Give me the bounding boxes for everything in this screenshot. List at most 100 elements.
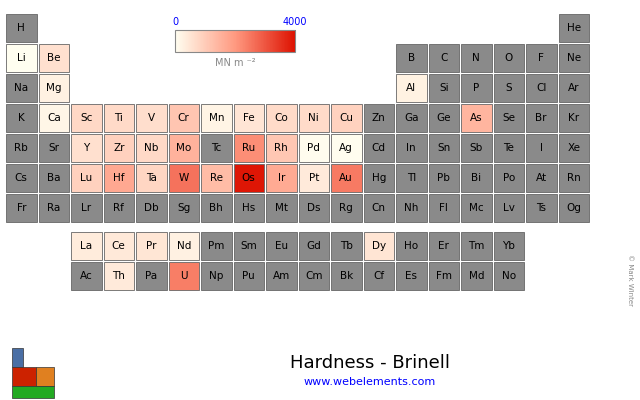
Text: 4000: 4000 [283,17,307,27]
Bar [255,30,256,52]
Text: Os: Os [242,173,255,183]
Bar [136,262,166,290]
Text: U: U [180,271,188,281]
Bar [211,30,212,52]
Bar [292,30,294,52]
Text: Sr: Sr [48,143,60,153]
Text: Ba: Ba [47,173,61,183]
Bar [298,262,329,290]
Bar [206,30,207,52]
Bar [168,262,199,290]
Bar [136,194,166,222]
Bar [104,164,134,192]
Bar [396,74,426,102]
Bar [429,104,459,132]
Text: He: He [566,23,581,33]
Bar [493,44,524,72]
Bar [234,164,264,192]
Bar [168,232,199,260]
Text: Ca: Ca [47,113,61,123]
Bar [185,30,186,52]
Bar [136,232,166,260]
Bar [289,30,290,52]
Bar [202,30,203,52]
Text: Lv: Lv [503,203,515,213]
Bar [188,30,189,52]
Bar [228,30,230,52]
Bar [216,30,218,52]
Text: Rf: Rf [113,203,124,213]
Text: W: W [179,173,189,183]
Bar [270,30,271,52]
Bar [201,262,232,290]
Bar [240,30,241,52]
Bar [266,134,296,162]
Text: P: P [473,83,479,93]
Text: Zr: Zr [113,143,125,153]
Bar [248,30,249,52]
Text: Yb: Yb [502,241,515,251]
Bar [275,30,276,52]
Bar [239,30,240,52]
Bar [246,30,247,52]
Bar [221,30,222,52]
Bar [188,30,189,52]
Bar [493,74,524,102]
Text: Be: Be [47,53,61,63]
Bar [243,30,244,52]
Bar [38,164,69,192]
Bar [493,262,524,290]
Bar [181,30,182,52]
Bar [273,30,274,52]
Bar [177,30,178,52]
Bar [71,262,102,290]
Bar [237,30,239,52]
Text: Ne: Ne [566,53,581,63]
Bar [364,262,394,290]
Text: Cd: Cd [372,143,386,153]
Bar [183,30,184,52]
Bar [493,164,524,192]
Text: Lu: Lu [80,173,92,183]
Bar [179,30,180,52]
Bar [258,30,259,52]
Bar [38,44,69,72]
Bar [269,30,270,52]
Bar [227,30,228,52]
Text: www.webelements.com: www.webelements.com [304,377,436,387]
Bar [285,30,287,52]
Bar [236,30,237,52]
Bar [201,232,232,260]
Text: MN m ⁻²: MN m ⁻² [214,58,255,68]
Bar [270,30,271,52]
Bar [266,164,296,192]
Bar [203,30,204,52]
Bar [559,164,589,192]
Bar [38,194,69,222]
Bar [260,30,261,52]
Text: Ds: Ds [307,203,321,213]
Bar [293,30,294,52]
Bar [136,134,166,162]
Bar [261,30,262,52]
Bar [175,30,176,52]
Text: Pb: Pb [437,173,450,183]
Text: Nd: Nd [177,241,191,251]
Bar [212,30,213,52]
Bar [251,30,252,52]
Text: Og: Og [566,203,581,213]
Text: Ge: Ge [436,113,451,123]
Bar [290,30,291,52]
Bar [257,30,258,52]
Bar [237,30,238,52]
Bar [71,134,102,162]
Bar [273,30,275,52]
Text: Ag: Ag [339,143,353,153]
Bar [195,30,196,52]
Text: Bi: Bi [471,173,481,183]
Text: Au: Au [339,173,353,183]
Bar [274,30,275,52]
Bar [287,30,288,52]
Text: Sg: Sg [177,203,190,213]
Text: Fm: Fm [436,271,452,281]
